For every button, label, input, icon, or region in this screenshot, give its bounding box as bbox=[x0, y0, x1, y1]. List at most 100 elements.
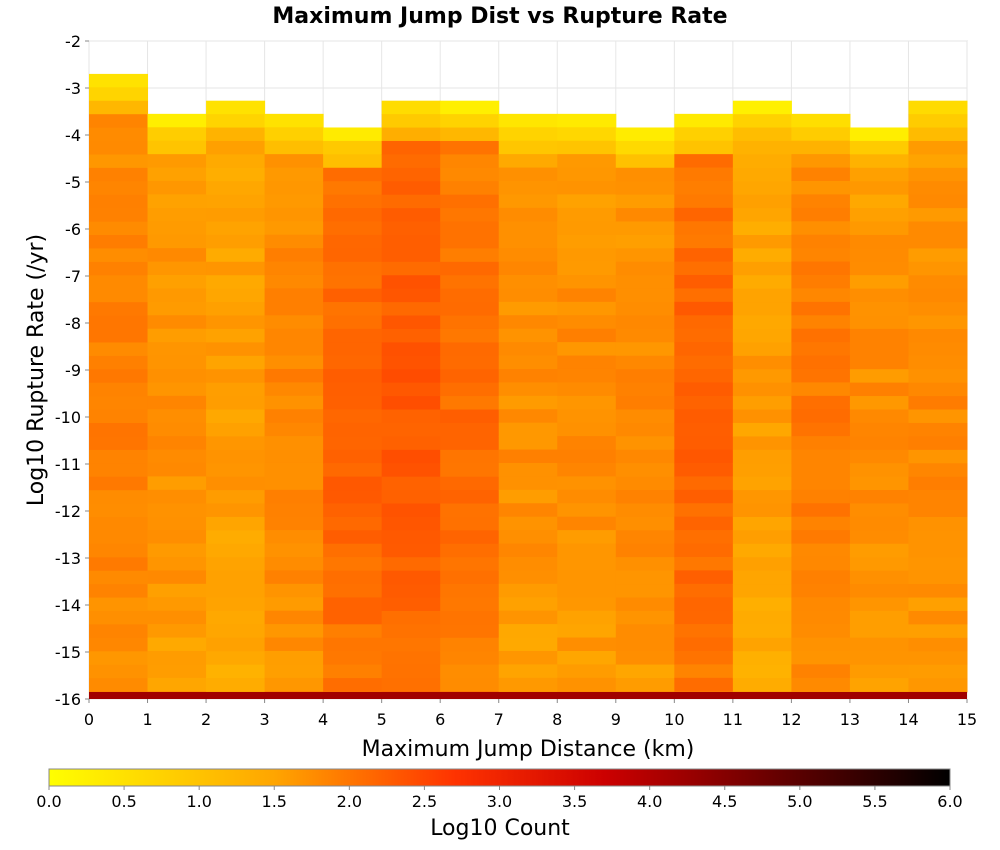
heatmap-cell bbox=[849, 140, 909, 155]
heatmap-cell bbox=[732, 315, 792, 330]
heatmap-cell bbox=[89, 476, 149, 491]
y-tick-label: -8 bbox=[65, 314, 81, 333]
heatmap-cell bbox=[557, 180, 617, 195]
heatmap-cell bbox=[849, 315, 909, 330]
heatmap-cell bbox=[557, 530, 617, 545]
heatmap-cell bbox=[498, 462, 558, 477]
heatmap-cell bbox=[791, 180, 851, 195]
heatmap-cell bbox=[732, 127, 792, 142]
heatmap-cell bbox=[323, 543, 383, 558]
heatmap-cell bbox=[732, 543, 792, 558]
heatmap-cell bbox=[849, 302, 909, 316]
heatmap-cell bbox=[323, 664, 383, 679]
heatmap-cell bbox=[791, 583, 851, 598]
heatmap-cell bbox=[908, 154, 968, 169]
heatmap-cell bbox=[557, 248, 617, 263]
heatmap-cell bbox=[381, 396, 441, 411]
heatmap-cell bbox=[674, 597, 734, 612]
colorbar-tick-label: 2.5 bbox=[412, 792, 437, 811]
heatmap-cell bbox=[440, 167, 500, 182]
heatmap-cell bbox=[615, 167, 675, 182]
heatmap-cell bbox=[849, 208, 909, 222]
x-axis-ticks: 0 1 2 3 4 5 6 7 8 9 10 11 12 13 14 15 bbox=[84, 699, 977, 729]
heatmap-cell bbox=[206, 436, 266, 451]
y-tick-label: -13 bbox=[55, 549, 81, 568]
heatmap-cell bbox=[615, 422, 675, 437]
heatmap-cell bbox=[498, 288, 558, 303]
heatmap-cell bbox=[557, 543, 617, 558]
heatmap-cell bbox=[381, 100, 441, 115]
heatmap-cell bbox=[615, 355, 675, 370]
heatmap-cell bbox=[323, 208, 383, 222]
heatmap-cell bbox=[674, 342, 734, 357]
heatmap-cell bbox=[147, 261, 207, 276]
heatmap-cell bbox=[147, 597, 207, 612]
heatmap-cell bbox=[498, 543, 558, 558]
heatmap-cell bbox=[674, 328, 734, 343]
heatmap-cell bbox=[381, 288, 441, 303]
heatmap-cell bbox=[381, 678, 441, 693]
heatmap-cell bbox=[264, 503, 324, 518]
y-tick-label: -10 bbox=[55, 408, 81, 427]
heatmap-cell bbox=[381, 449, 441, 464]
heatmap-cell bbox=[791, 610, 851, 625]
heatmap-cell bbox=[674, 207, 734, 222]
heatmap-cell bbox=[89, 557, 149, 572]
heatmap-cell bbox=[791, 395, 851, 410]
heatmap-cell bbox=[323, 275, 383, 290]
heatmap-cell bbox=[498, 140, 558, 155]
heatmap-cell bbox=[206, 382, 266, 397]
heatmap-cell bbox=[908, 382, 968, 397]
heatmap-cell bbox=[732, 651, 792, 666]
heatmap-cell bbox=[147, 301, 207, 316]
heatmap-cell bbox=[791, 691, 851, 693]
heatmap-cell bbox=[147, 207, 207, 222]
heatmap-cell bbox=[381, 208, 441, 223]
heatmap-cell bbox=[791, 489, 851, 504]
heatmap-cell bbox=[908, 261, 968, 276]
heatmap-cell bbox=[440, 127, 500, 142]
colorbar-label: Log10 Count bbox=[430, 816, 570, 841]
heatmap-cell bbox=[206, 557, 266, 572]
y-tick-label: -14 bbox=[55, 596, 81, 615]
heatmap-cell bbox=[674, 503, 734, 518]
heatmap-cell bbox=[264, 436, 324, 451]
heatmap-cell bbox=[791, 288, 851, 303]
heatmap-cell bbox=[908, 234, 968, 249]
colorbar-tick-label: 0.5 bbox=[111, 792, 136, 811]
heatmap-cell bbox=[674, 409, 734, 424]
heatmap-cell bbox=[557, 261, 617, 276]
heatmap-cell bbox=[849, 369, 909, 384]
colorbar bbox=[48, 768, 951, 787]
heatmap-cell bbox=[674, 154, 734, 169]
heatmap-cell bbox=[264, 597, 324, 612]
heatmap-cell bbox=[557, 449, 617, 464]
heatmap-cell bbox=[849, 436, 909, 451]
heatmap-cell bbox=[264, 167, 324, 182]
heatmap-cell bbox=[791, 530, 851, 545]
heatmap-cell bbox=[147, 583, 207, 598]
heatmap-cell bbox=[147, 342, 207, 357]
heatmap-cell bbox=[908, 610, 968, 625]
heatmap-cell bbox=[89, 463, 149, 478]
heatmap-cell bbox=[791, 597, 851, 612]
heatmap-cell bbox=[732, 584, 792, 599]
heatmap-cell bbox=[89, 543, 149, 558]
heatmap-cell bbox=[674, 221, 734, 236]
heatmap-cell bbox=[147, 503, 207, 518]
heatmap-cell bbox=[264, 288, 324, 303]
heatmap-cell bbox=[440, 342, 500, 357]
heatmap-cell bbox=[849, 610, 909, 625]
heatmap-cell bbox=[147, 677, 207, 692]
y-tick-label: -12 bbox=[55, 502, 81, 521]
heatmap-cell bbox=[557, 516, 617, 531]
heatmap-cell bbox=[264, 462, 324, 477]
heatmap-cell bbox=[323, 436, 383, 451]
heatmap-cell bbox=[732, 154, 792, 169]
heatmap-cell bbox=[498, 113, 558, 128]
heatmap-cell bbox=[674, 288, 734, 303]
heatmap-cell bbox=[264, 127, 324, 142]
heatmap-cell bbox=[440, 557, 500, 572]
heatmap-cell bbox=[908, 181, 968, 196]
heatmap-cell bbox=[908, 100, 968, 115]
